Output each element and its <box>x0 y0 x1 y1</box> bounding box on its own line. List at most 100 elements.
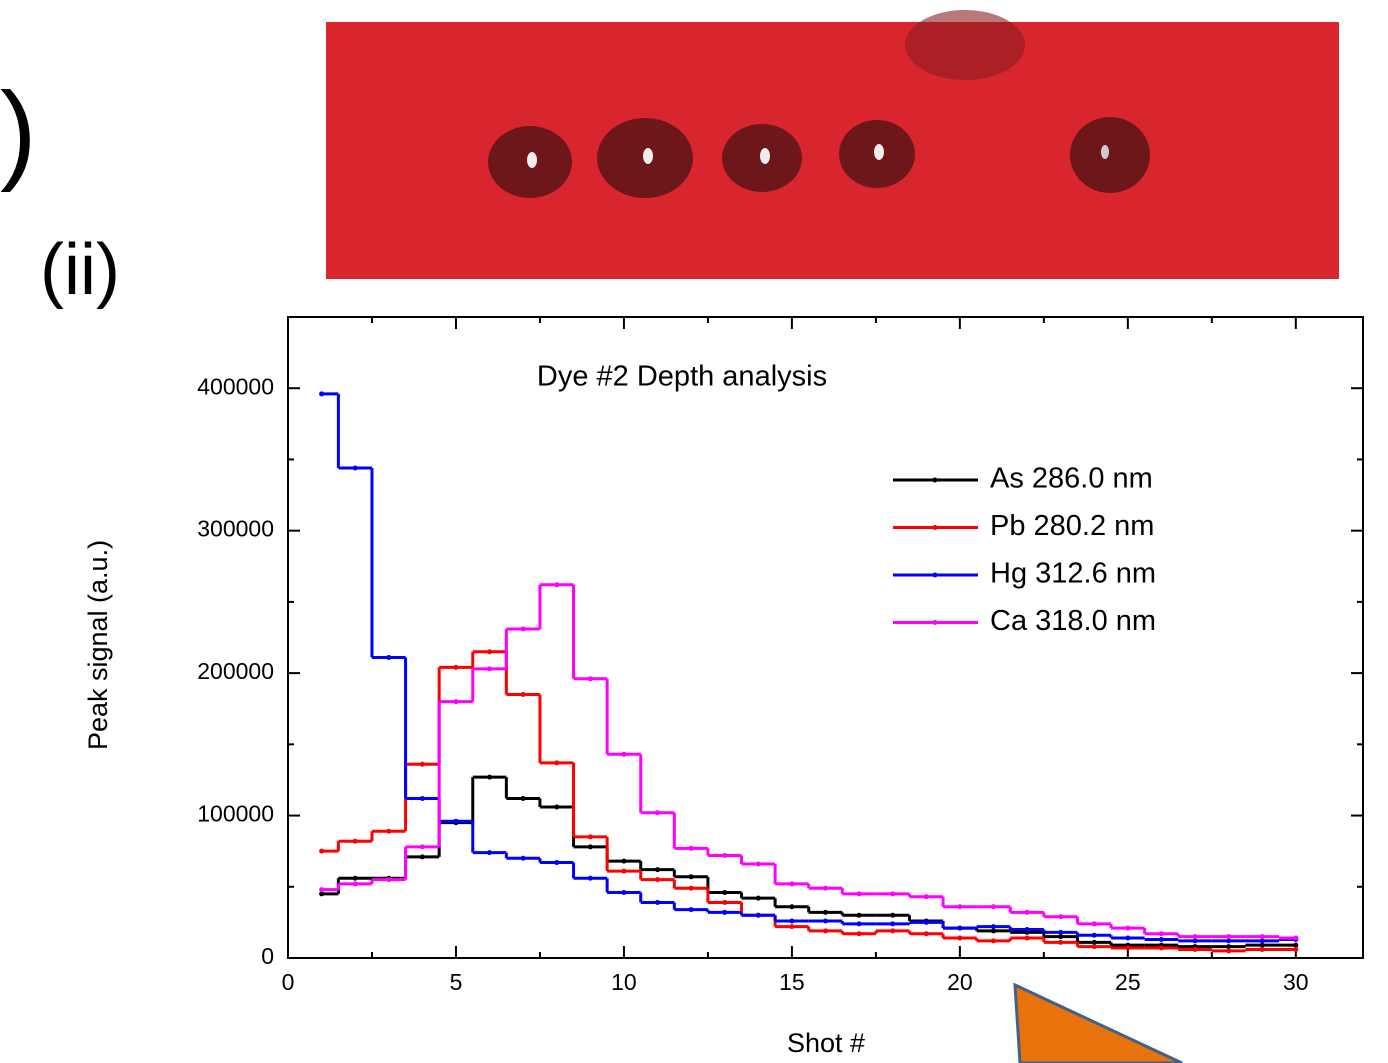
marker <box>1259 942 1265 948</box>
arrow-shape <box>1013 982 1183 1063</box>
marker <box>1091 932 1097 938</box>
marker <box>352 881 358 887</box>
marker <box>1293 942 1299 948</box>
marker <box>520 795 526 801</box>
marker <box>1192 934 1198 940</box>
marker <box>1226 944 1232 950</box>
y-tick-label: 0 <box>261 943 274 969</box>
legend-marker <box>932 620 938 625</box>
marker <box>856 921 862 927</box>
marker <box>587 844 593 850</box>
marker <box>923 919 929 925</box>
marker <box>520 626 526 632</box>
marker <box>923 931 929 937</box>
marker <box>688 845 694 851</box>
marker <box>621 751 627 757</box>
marker <box>1226 938 1232 944</box>
marker <box>688 907 694 913</box>
marker <box>487 666 493 672</box>
photo <box>326 10 1339 279</box>
legend-marker <box>932 477 938 483</box>
marker <box>1226 948 1232 954</box>
marker <box>319 391 325 397</box>
marker <box>890 928 896 934</box>
marker <box>890 912 896 918</box>
marker <box>587 875 593 881</box>
marker <box>990 904 996 910</box>
plot-frame <box>287 316 1364 959</box>
x-tick-label: 10 <box>611 969 637 995</box>
marker <box>1158 945 1164 951</box>
marker <box>823 909 828 915</box>
marker <box>352 465 358 471</box>
marker <box>587 676 593 682</box>
marker <box>520 855 526 861</box>
marker <box>890 891 896 897</box>
marker <box>1091 921 1097 927</box>
y-tick-label: 200000 <box>197 658 274 684</box>
y-axis-label: Peak signal (a.u.) <box>83 540 113 750</box>
marker <box>554 804 560 810</box>
marker <box>1259 938 1265 944</box>
marker <box>1293 935 1299 941</box>
marker <box>554 582 560 588</box>
marker <box>386 654 392 660</box>
marker <box>621 858 627 864</box>
marker <box>655 867 661 873</box>
marker <box>957 935 963 941</box>
legend-label: As 286.0 nm <box>990 463 1153 495</box>
marker <box>1125 925 1131 931</box>
x-tick-label: 30 <box>1283 969 1309 995</box>
marker <box>688 874 694 880</box>
marker <box>487 649 493 655</box>
marker <box>789 904 795 910</box>
x-axis-label: Shot # <box>787 1028 865 1058</box>
marker <box>319 891 325 897</box>
marker <box>554 760 560 766</box>
x-tick-label: 25 <box>1115 969 1141 995</box>
legend-label: Hg 312.6 nm <box>990 558 1156 590</box>
y-tick-label: 400000 <box>197 373 274 399</box>
marker <box>1024 927 1030 933</box>
marker <box>1192 938 1198 944</box>
marker <box>1192 946 1198 952</box>
marker <box>722 899 728 905</box>
marker <box>554 860 560 866</box>
legend-marker <box>932 572 938 578</box>
marker <box>319 887 325 893</box>
marker <box>419 795 425 801</box>
marker <box>856 931 862 937</box>
marker <box>755 895 761 901</box>
marker <box>1158 936 1164 942</box>
marker <box>520 691 526 697</box>
marker <box>722 909 728 915</box>
marker <box>1024 935 1030 941</box>
marker <box>453 664 459 670</box>
marker <box>419 761 425 767</box>
marker <box>587 834 593 840</box>
x-tick-label: 20 <box>947 969 973 995</box>
marker <box>1058 914 1064 920</box>
marker <box>823 918 828 924</box>
marker <box>419 844 425 850</box>
marker <box>1024 909 1030 915</box>
marker <box>1259 934 1265 940</box>
marker <box>722 852 728 858</box>
legend-marker <box>932 525 938 530</box>
marker <box>621 868 627 874</box>
marker <box>352 838 358 844</box>
marker <box>352 875 358 881</box>
marker <box>487 774 493 780</box>
legend-label: Ca 318.0 nm <box>990 605 1156 637</box>
marker <box>1293 946 1299 952</box>
marker <box>319 848 325 854</box>
marker <box>990 924 996 930</box>
marker <box>453 818 459 824</box>
marker <box>655 810 661 816</box>
marker <box>755 861 761 867</box>
marker <box>1158 931 1164 937</box>
marker <box>990 938 996 944</box>
marker <box>655 899 661 905</box>
marker <box>1058 939 1064 945</box>
marker <box>1091 944 1097 950</box>
